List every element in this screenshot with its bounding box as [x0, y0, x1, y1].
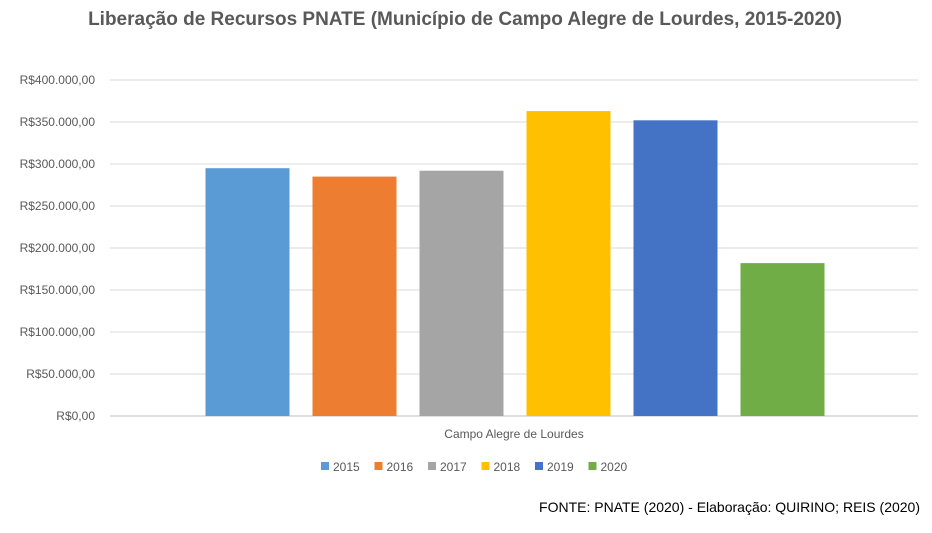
legend-swatch: [374, 462, 383, 470]
legend-label: 2015: [333, 460, 360, 474]
bar-2017: [419, 170, 504, 416]
y-tick-label: R$200.000,00: [20, 241, 96, 255]
legend-swatch: [588, 462, 597, 470]
legend-label: 2016: [387, 460, 414, 474]
source-note: FONTE: PNATE (2020) - Elaboração: QUIRIN…: [539, 499, 920, 515]
chart-title: Liberação de Recursos PNATE (Município d…: [88, 9, 842, 30]
legend-item-2019: 2019: [535, 460, 574, 474]
bar-2015: [205, 168, 290, 416]
legend-swatch: [321, 462, 329, 470]
y-tick-label: R$150.000,00: [20, 283, 96, 297]
legend-item-2016: 2016: [374, 460, 414, 474]
y-tick-label: R$300.000,00: [20, 157, 96, 171]
legend-swatch: [535, 462, 543, 470]
legend-item-2015: 2015: [321, 460, 360, 474]
y-tick-label: R$250.000,00: [20, 199, 96, 213]
legend-item-2017: 2017: [428, 460, 467, 474]
bar-2020: [740, 263, 825, 416]
legend-label: 2018: [494, 460, 521, 474]
legend-item-2018: 2018: [481, 460, 521, 474]
x-axis-category: Campo Alegre de Lourdes: [444, 427, 583, 441]
legend-swatch: [481, 462, 490, 470]
y-tick-label: R$400.000,00: [20, 73, 96, 87]
legend-label: 2019: [547, 460, 574, 474]
y-axis-ticks: R$0,00 R$50.000,00 R$100.000,00 R$150.000,0…: [20, 73, 96, 423]
bar-2016: [312, 176, 397, 416]
bar-2019: [633, 120, 718, 416]
bar-2018: [526, 111, 611, 416]
legend-label: 2017: [440, 460, 467, 474]
y-tick-label: R$50.000,00: [26, 367, 95, 381]
legend-swatch: [428, 462, 436, 470]
legend-label: 2020: [601, 460, 628, 474]
legend-item-2020: 2020: [588, 460, 628, 474]
y-tick-label: R$350.000,00: [20, 115, 96, 129]
bars: [205, 111, 825, 416]
y-tick-label: R$0,00: [56, 409, 95, 423]
y-tick-label: R$100.000,00: [20, 325, 96, 339]
x-category-label: Campo Alegre de Lourdes: [444, 427, 583, 441]
legend: 2015 2016 2017 2018 2019 2020: [321, 460, 628, 474]
